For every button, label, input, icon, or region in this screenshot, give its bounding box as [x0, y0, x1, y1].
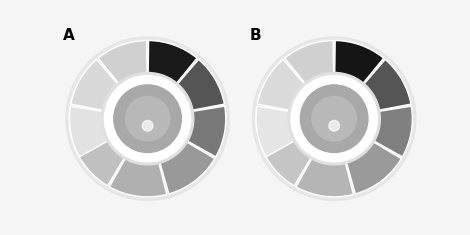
Wedge shape — [71, 59, 120, 111]
Wedge shape — [256, 106, 297, 157]
Wedge shape — [148, 40, 197, 86]
Circle shape — [288, 72, 380, 165]
Circle shape — [114, 85, 181, 153]
Wedge shape — [74, 134, 126, 186]
Wedge shape — [258, 59, 306, 111]
Circle shape — [125, 96, 170, 141]
Wedge shape — [71, 59, 120, 111]
Circle shape — [329, 121, 339, 131]
Wedge shape — [110, 156, 167, 197]
Wedge shape — [285, 40, 334, 86]
Text: B: B — [250, 28, 261, 43]
Wedge shape — [258, 59, 306, 111]
Text: A: A — [63, 28, 75, 43]
Wedge shape — [371, 106, 412, 157]
Circle shape — [252, 37, 416, 200]
Wedge shape — [159, 141, 215, 194]
Wedge shape — [335, 40, 384, 86]
Wedge shape — [98, 40, 147, 86]
Circle shape — [106, 77, 189, 161]
Wedge shape — [285, 40, 334, 86]
Wedge shape — [98, 40, 147, 86]
Wedge shape — [70, 106, 110, 157]
Circle shape — [66, 37, 229, 200]
Wedge shape — [175, 59, 224, 111]
Wedge shape — [256, 106, 297, 157]
Wedge shape — [296, 156, 353, 197]
Wedge shape — [70, 106, 110, 157]
Circle shape — [292, 77, 376, 161]
Circle shape — [142, 121, 153, 131]
Circle shape — [102, 72, 194, 165]
Wedge shape — [261, 134, 313, 186]
Circle shape — [312, 96, 356, 141]
Circle shape — [300, 85, 368, 153]
Wedge shape — [362, 59, 411, 111]
Wedge shape — [185, 106, 226, 157]
Wedge shape — [346, 141, 401, 194]
